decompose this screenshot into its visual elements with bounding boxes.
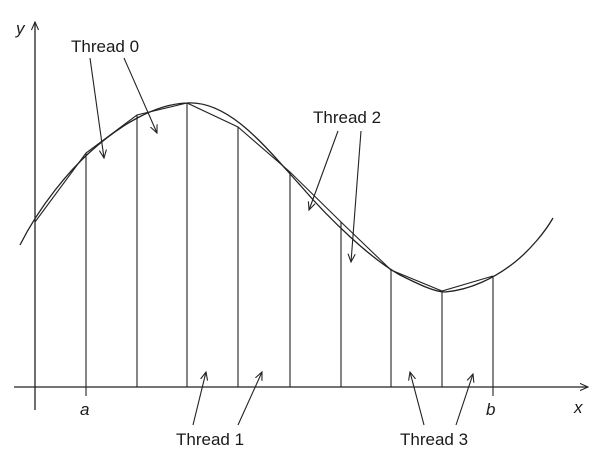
bound-label-a: a	[80, 400, 89, 419]
thread-1-label: Thread 1	[176, 430, 244, 449]
thread-3-arrow-2	[455, 374, 473, 426]
thread-0-arrow-2	[123, 57, 157, 133]
thread-3-arrow-1	[410, 372, 425, 426]
x-axis-label: x	[573, 398, 583, 417]
trapezoid-sides	[85, 103, 494, 387]
thread-0-arrow-1	[89, 57, 104, 158]
function-curve	[19, 102, 554, 293]
thread-1-arrow-1	[192, 372, 206, 426]
y-axis-label: y	[15, 19, 26, 38]
thread-1-arrow-2	[237, 372, 262, 426]
thread-2-arrow-1	[309, 130, 339, 210]
bound-label-b: b	[486, 400, 495, 419]
trapezoid-tops	[34, 102, 494, 292]
thread-2-arrow-2	[351, 130, 362, 262]
thread-0-label: Thread 0	[71, 37, 139, 56]
thread-3-label: Thread 3	[400, 430, 468, 449]
thread-2-label: Thread 2	[313, 108, 381, 127]
